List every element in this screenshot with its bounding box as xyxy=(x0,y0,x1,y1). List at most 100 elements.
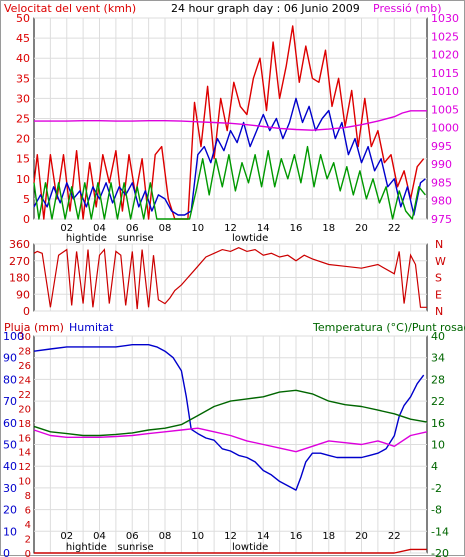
y-tick-label-right: 1020 xyxy=(431,49,459,62)
y-tick-label-humidity: 10 xyxy=(3,525,17,538)
y-tick-label-rain: 28 xyxy=(18,346,31,357)
humidity-y-axis-ticks: 0 10 20 30 40 50 60 70 80 90 100 xyxy=(3,330,24,557)
compass-label: S xyxy=(435,272,442,285)
y-tick-label-rain: 22 xyxy=(18,390,31,401)
compass-label: N xyxy=(435,238,443,251)
direction-y-axis-ticks: 0 90 180 270 360 xyxy=(9,238,30,318)
y-tick-label-rain: 18 xyxy=(18,419,31,430)
y-tick-label-right: 1015 xyxy=(431,67,459,80)
x-annotation: sunrise xyxy=(117,542,153,553)
x-tick-label: 06 xyxy=(126,531,139,542)
x-tick-label: 20 xyxy=(355,223,368,234)
y-tick-label-rain: 8 xyxy=(25,491,31,502)
y-tick-label-rain: 24 xyxy=(18,375,31,386)
y-tick-label-right: 1025 xyxy=(431,30,459,43)
rain-axis-label: Pluja (mm) xyxy=(4,321,64,334)
y-tick-label-humidity: 40 xyxy=(3,460,17,473)
y-tick-label-right: -2 xyxy=(431,482,442,495)
y-tick-label: 40 xyxy=(16,52,30,65)
series-line-temperature xyxy=(33,389,428,437)
climate-series xyxy=(33,344,428,554)
y-tick-label-humidity: 100 xyxy=(3,330,24,343)
y-tick-label-right: 22 xyxy=(431,395,445,408)
series-line-dewpoint xyxy=(33,427,428,453)
y-tick-label-rain: 12 xyxy=(18,462,31,473)
wind-x-axis-ticks: 02 04 06 08 10 12 14 16 18 20 22 hightide sunrise low… xyxy=(60,223,400,244)
series-line-humidity xyxy=(33,344,425,491)
series-line-rain xyxy=(34,548,427,554)
x-tick-label: 14 xyxy=(257,531,270,542)
y-tick-label-right: 1010 xyxy=(431,85,459,98)
series-line-wind_avg xyxy=(33,97,426,216)
y-tick-label-right: 40 xyxy=(431,330,445,343)
x-annotation: hightide xyxy=(66,233,107,244)
y-tick-label-rain: 0 xyxy=(25,549,31,557)
x-tick-label: 06 xyxy=(126,223,139,234)
x-tick-label: 12 xyxy=(224,531,237,542)
y-tick-label: 90 xyxy=(16,288,30,301)
y-tick-label: 0 xyxy=(23,213,30,226)
x-tick-label: 04 xyxy=(93,223,106,234)
y-tick-label-right: 980 xyxy=(431,195,452,208)
x-tick-label: 16 xyxy=(290,223,303,234)
y-tick-label: 50 xyxy=(16,12,30,25)
temperature-axis-label: Temperatura (°C)/Punt rosada xyxy=(312,321,465,334)
y-tick-label-rain: 14 xyxy=(18,448,31,459)
y-tick-label: 360 xyxy=(9,238,30,251)
y-tick-label-right: 4 xyxy=(431,460,438,473)
wind-y-axis-ticks: 0 5 10 15 20 25 30 35 40 45 50 xyxy=(16,12,30,226)
x-tick-label: 12 xyxy=(224,223,237,234)
y-tick-label-humidity: 80 xyxy=(3,373,17,386)
y-tick-label-humidity: 30 xyxy=(3,482,17,495)
y-tick-label-right: 1005 xyxy=(431,103,459,116)
compass-label: W xyxy=(435,255,446,268)
series-line-pressure xyxy=(34,110,427,131)
x-annotation: lowtide xyxy=(232,233,268,244)
y-tick-label: 5 xyxy=(23,193,30,206)
humidity-axis-label: Humitat xyxy=(69,321,114,334)
y-tick-label-rain: 16 xyxy=(18,433,31,444)
y-tick-label-right: 10 xyxy=(431,439,445,452)
series-line-direction xyxy=(33,247,427,310)
y-tick-label: 25 xyxy=(16,113,30,126)
wind-series xyxy=(33,25,427,220)
y-tick-label-right: 28 xyxy=(431,373,445,386)
pressure-y-axis-ticks: 975 980 985 990 995 1000 1005 1010 1015 1020 1025 1… xyxy=(431,12,459,226)
climate-x-axis-ticks: 02 04 06 08 10 12 14 16 18 20 22 hightide sunrise low… xyxy=(60,531,400,553)
chart-title: 24 hour graph day : 06 Junio 2009 xyxy=(171,2,360,15)
y-tick-label-right: -8 xyxy=(431,504,442,517)
wind-axis-label: Velocitat del vent (kmh) xyxy=(4,2,136,15)
x-tick-label: 20 xyxy=(355,531,368,542)
y-tick-label-rain: 6 xyxy=(25,506,31,517)
x-tick-label: 02 xyxy=(60,223,73,234)
y-tick-label-right: 975 xyxy=(431,213,452,226)
y-tick-label: 180 xyxy=(9,272,30,285)
y-tick-label-right: 1030 xyxy=(431,12,459,25)
y-tick-label-right: 985 xyxy=(431,176,452,189)
y-tick-label-rain: 30 xyxy=(18,332,31,343)
y-tick-label-right: -20 xyxy=(431,547,449,557)
y-tick-label: 270 xyxy=(9,255,30,268)
y-tick-label-right: 34 xyxy=(431,352,445,365)
x-tick-label: 08 xyxy=(159,223,172,234)
y-tick-label: 20 xyxy=(16,133,30,146)
y-tick-label-right: 16 xyxy=(431,417,445,430)
y-tick-label-right: 990 xyxy=(431,158,452,171)
x-tick-label: 22 xyxy=(388,223,401,234)
y-tick-label-humidity: 60 xyxy=(3,417,17,430)
series-line-wind_dir xyxy=(33,145,426,220)
y-tick-label-rain: 4 xyxy=(25,520,31,531)
x-annotation: lowtide xyxy=(232,542,268,553)
x-tick-label: 10 xyxy=(191,531,204,542)
y-tick-label: 30 xyxy=(16,92,30,105)
x-tick-label: 18 xyxy=(322,531,335,542)
x-tick-label: 22 xyxy=(388,531,401,542)
x-annotation: hightide xyxy=(66,542,107,553)
y-tick-label-humidity: 0 xyxy=(3,547,10,557)
compass-label: N xyxy=(435,305,443,318)
temperature-y-axis-ticks: -20 -14 -8 -2 4 10 16 22 28 34 40 xyxy=(431,330,449,557)
y-tick-label: 10 xyxy=(16,173,30,186)
compass-label: E xyxy=(435,288,442,301)
